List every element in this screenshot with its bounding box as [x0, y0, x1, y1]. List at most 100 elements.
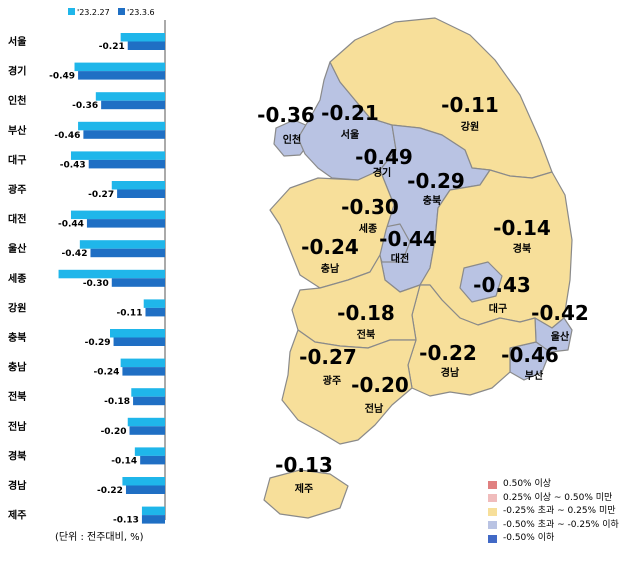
map-legend: 0.50% 이상 0.25% 이상 ~ 0.50% 미만 -0.25% 초과 ~… — [488, 478, 619, 546]
legend-item: -0.50% 초과 ~ -0.25% 이하 — [488, 519, 619, 533]
bar — [145, 307, 165, 317]
region-name-incheon: 인천 — [283, 133, 301, 146]
legend-swatch — [488, 521, 497, 530]
data-label: -0.20 — [101, 427, 127, 437]
region-name-gyeonggi: 경기 — [373, 166, 391, 179]
region-value-gwangju: -0.27 — [299, 345, 357, 369]
bar — [78, 71, 165, 80]
bar — [143, 299, 165, 308]
category-label: 경남 — [8, 479, 27, 492]
bar — [110, 329, 165, 338]
region-value-gyeongnam: -0.22 — [419, 341, 477, 365]
legend-label: '23.2.27 — [77, 8, 110, 17]
data-label: -0.36 — [72, 101, 98, 111]
bar — [122, 477, 165, 486]
bar — [127, 417, 165, 427]
legend-swatch — [118, 8, 125, 15]
bar — [74, 62, 165, 72]
region-daegu — [459, 261, 503, 303]
region-name-jeonbuk: 전북 — [357, 328, 375, 341]
data-label: -0.43 — [60, 160, 86, 170]
region-name-jeonnam: 전남 — [365, 402, 384, 415]
category-label: 대전 — [8, 213, 26, 226]
legend-label: '23.3.6 — [127, 8, 155, 17]
region-jeju — [263, 469, 349, 519]
bar — [127, 41, 165, 50]
bar — [95, 92, 165, 101]
bar — [125, 485, 165, 494]
category-label: 경북 — [8, 449, 26, 462]
bar — [122, 367, 165, 376]
data-label: -0.46 — [54, 131, 80, 141]
legend-label: -0.50% 초과 ~ -0.25% 이하 — [503, 519, 619, 530]
data-label: -0.24 — [93, 368, 119, 378]
bar — [101, 100, 165, 110]
region-value-daegu: -0.43 — [473, 273, 531, 297]
bar — [141, 506, 165, 516]
data-label: -0.21 — [99, 42, 125, 52]
data-label: -0.49 — [49, 72, 75, 82]
region-value-seoul: -0.21 — [321, 101, 379, 125]
legend-item: -0.50% 이하 — [488, 532, 619, 546]
legend-swatch — [488, 534, 497, 543]
region-jeonnam — [281, 329, 417, 445]
bar — [131, 388, 165, 397]
bar-chart-panel: '23.2.27 '23.3.6 서울 -0.21 경기 -0.49 인천 -0.36 부산 -0… — [0, 0, 180, 562]
category-label: 강원 — [8, 301, 26, 314]
bar — [129, 426, 165, 435]
data-label: -0.30 — [83, 279, 109, 289]
chart-legend: '23.2.27 '23.3.6 — [68, 8, 155, 17]
region-value-chungnam: -0.24 — [301, 235, 359, 259]
region-name-ulsan: 울산 — [551, 330, 570, 343]
region-value-incheon: -0.36 — [257, 103, 315, 127]
region-name-chungbuk: 충북 — [423, 194, 441, 207]
category-label: 충남 — [8, 361, 27, 374]
data-label: -0.22 — [97, 486, 123, 496]
legend-item: 0.50% 이상 — [488, 478, 619, 492]
data-label: -0.14 — [111, 456, 137, 466]
bar — [88, 159, 165, 169]
region-value-sejong: -0.30 — [341, 195, 399, 219]
region-name-gangwon: 강원 — [461, 120, 479, 133]
bar — [83, 130, 165, 139]
region-value-chungbuk: -0.29 — [407, 169, 465, 193]
category-label: 전북 — [8, 390, 26, 403]
legend-swatch — [488, 494, 497, 503]
legend-label: 0.50% 이상 — [503, 479, 552, 489]
legend-swatch — [488, 507, 497, 516]
region-name-chungnam: 충남 — [321, 262, 340, 275]
data-label: -0.18 — [104, 397, 130, 407]
bar — [70, 210, 165, 220]
category-label: 부산 — [8, 124, 27, 137]
region-name-busan: 부산 — [525, 369, 544, 382]
region-value-jeonnam: -0.20 — [351, 373, 409, 397]
region-value-busan: -0.46 — [501, 343, 559, 367]
data-label: -0.29 — [85, 338, 111, 348]
bar — [70, 151, 165, 160]
bar-chart: '23.2.27 '23.3.6 서울 -0.21 경기 -0.49 인천 -0.36 부산 -0… — [8, 8, 166, 526]
bar — [111, 181, 165, 190]
region-value-gyeonggi: -0.49 — [355, 145, 413, 169]
region-value-gangwon: -0.11 — [441, 93, 499, 117]
data-label: -0.44 — [58, 220, 84, 230]
data-label: -0.42 — [62, 249, 88, 259]
legend-item: 0.25% 이상 ~ 0.50% 미만 — [488, 492, 619, 506]
region-name-daejeon: 대전 — [391, 252, 409, 265]
data-label: -0.13 — [113, 516, 139, 526]
bar — [141, 515, 165, 524]
category-label: 인천 — [8, 94, 26, 107]
bar — [140, 455, 165, 465]
region-name-seoul: 서울 — [341, 128, 359, 141]
region-value-jeju: -0.13 — [275, 453, 333, 477]
korea-map-panel: -0.21 서울 -0.36 인천 -0.49 경기 -0.11 강원 -0.29 충북 -0.30… — [180, 0, 637, 562]
bar — [90, 248, 165, 258]
region-name-sejong: 세종 — [359, 222, 377, 235]
category-label: 제주 — [8, 509, 26, 522]
bar — [58, 269, 165, 279]
category-label: 경기 — [8, 65, 26, 78]
region-value-gyeongbuk: -0.14 — [493, 216, 551, 240]
category-label: 세종 — [8, 272, 26, 285]
legend-swatch — [68, 8, 75, 15]
category-label: 전남 — [8, 420, 27, 433]
